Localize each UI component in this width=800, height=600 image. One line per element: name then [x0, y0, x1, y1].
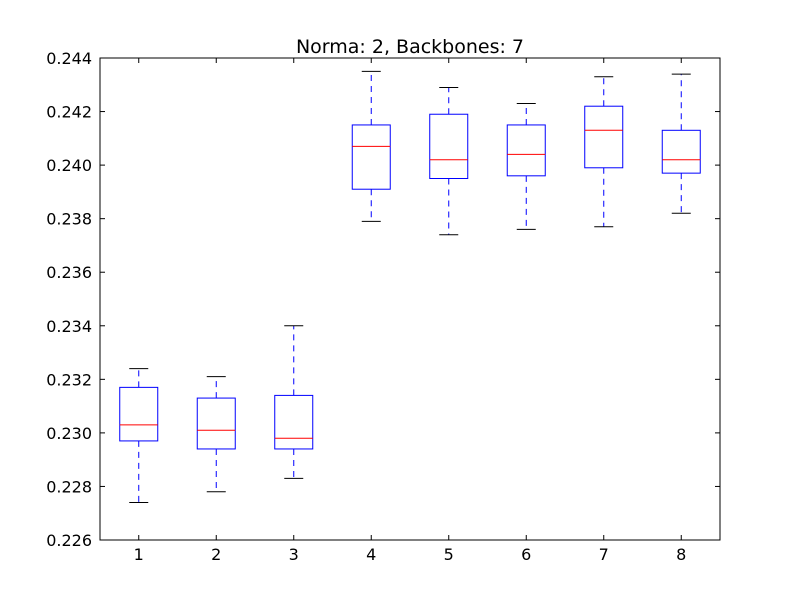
box-1 — [119, 368, 159, 504]
box-3 — [274, 325, 314, 479]
plot-area-frame — [99, 57, 721, 541]
x-tick-label: 7 — [599, 545, 609, 564]
iqr-box — [506, 124, 546, 177]
x-tick-label: 1 — [134, 545, 144, 564]
boxes-layer — [119, 70, 701, 504]
x-tick-label: 2 — [211, 545, 221, 564]
iqr-box — [274, 394, 314, 450]
y-tick-label: 0.236 — [46, 263, 92, 282]
box-6 — [506, 103, 546, 230]
y-tick-label: 0.238 — [46, 210, 92, 229]
chart-title: Norma: 2, Backbones: 7 — [296, 36, 524, 58]
y-tick-label: 0.228 — [46, 477, 92, 496]
x-tick-label: 4 — [366, 545, 376, 564]
iqr-box — [584, 105, 624, 169]
box-4 — [351, 70, 391, 222]
iqr-box — [661, 129, 701, 174]
x-tick-label: 5 — [444, 545, 454, 564]
y-tick-label: 0.240 — [46, 156, 92, 175]
y-tick-label: 0.242 — [46, 103, 92, 122]
y-axis: 0.226 0.228 0.230 0.232 0.234 0.236 0.238 0.240… — [46, 49, 720, 550]
iqr-box — [119, 386, 159, 442]
iqr-box — [196, 397, 236, 450]
y-tick-label: 0.230 — [46, 424, 92, 443]
box-7 — [584, 76, 624, 228]
iqr-box — [429, 113, 469, 179]
x-tick-label: 6 — [521, 545, 531, 564]
box-5 — [429, 86, 469, 236]
y-tick-label: 0.234 — [46, 317, 92, 336]
y-tick-label: 0.232 — [46, 370, 92, 389]
y-tick-label: 0.244 — [46, 49, 92, 68]
x-axis: 1 2 3 4 5 6 7 8 — [134, 58, 686, 564]
box-8 — [661, 73, 701, 214]
iqr-box — [351, 124, 391, 190]
box-2 — [196, 376, 236, 493]
x-tick-label: 3 — [289, 545, 299, 564]
y-tick-label: 0.226 — [46, 531, 92, 550]
x-tick-label: 8 — [676, 545, 686, 564]
